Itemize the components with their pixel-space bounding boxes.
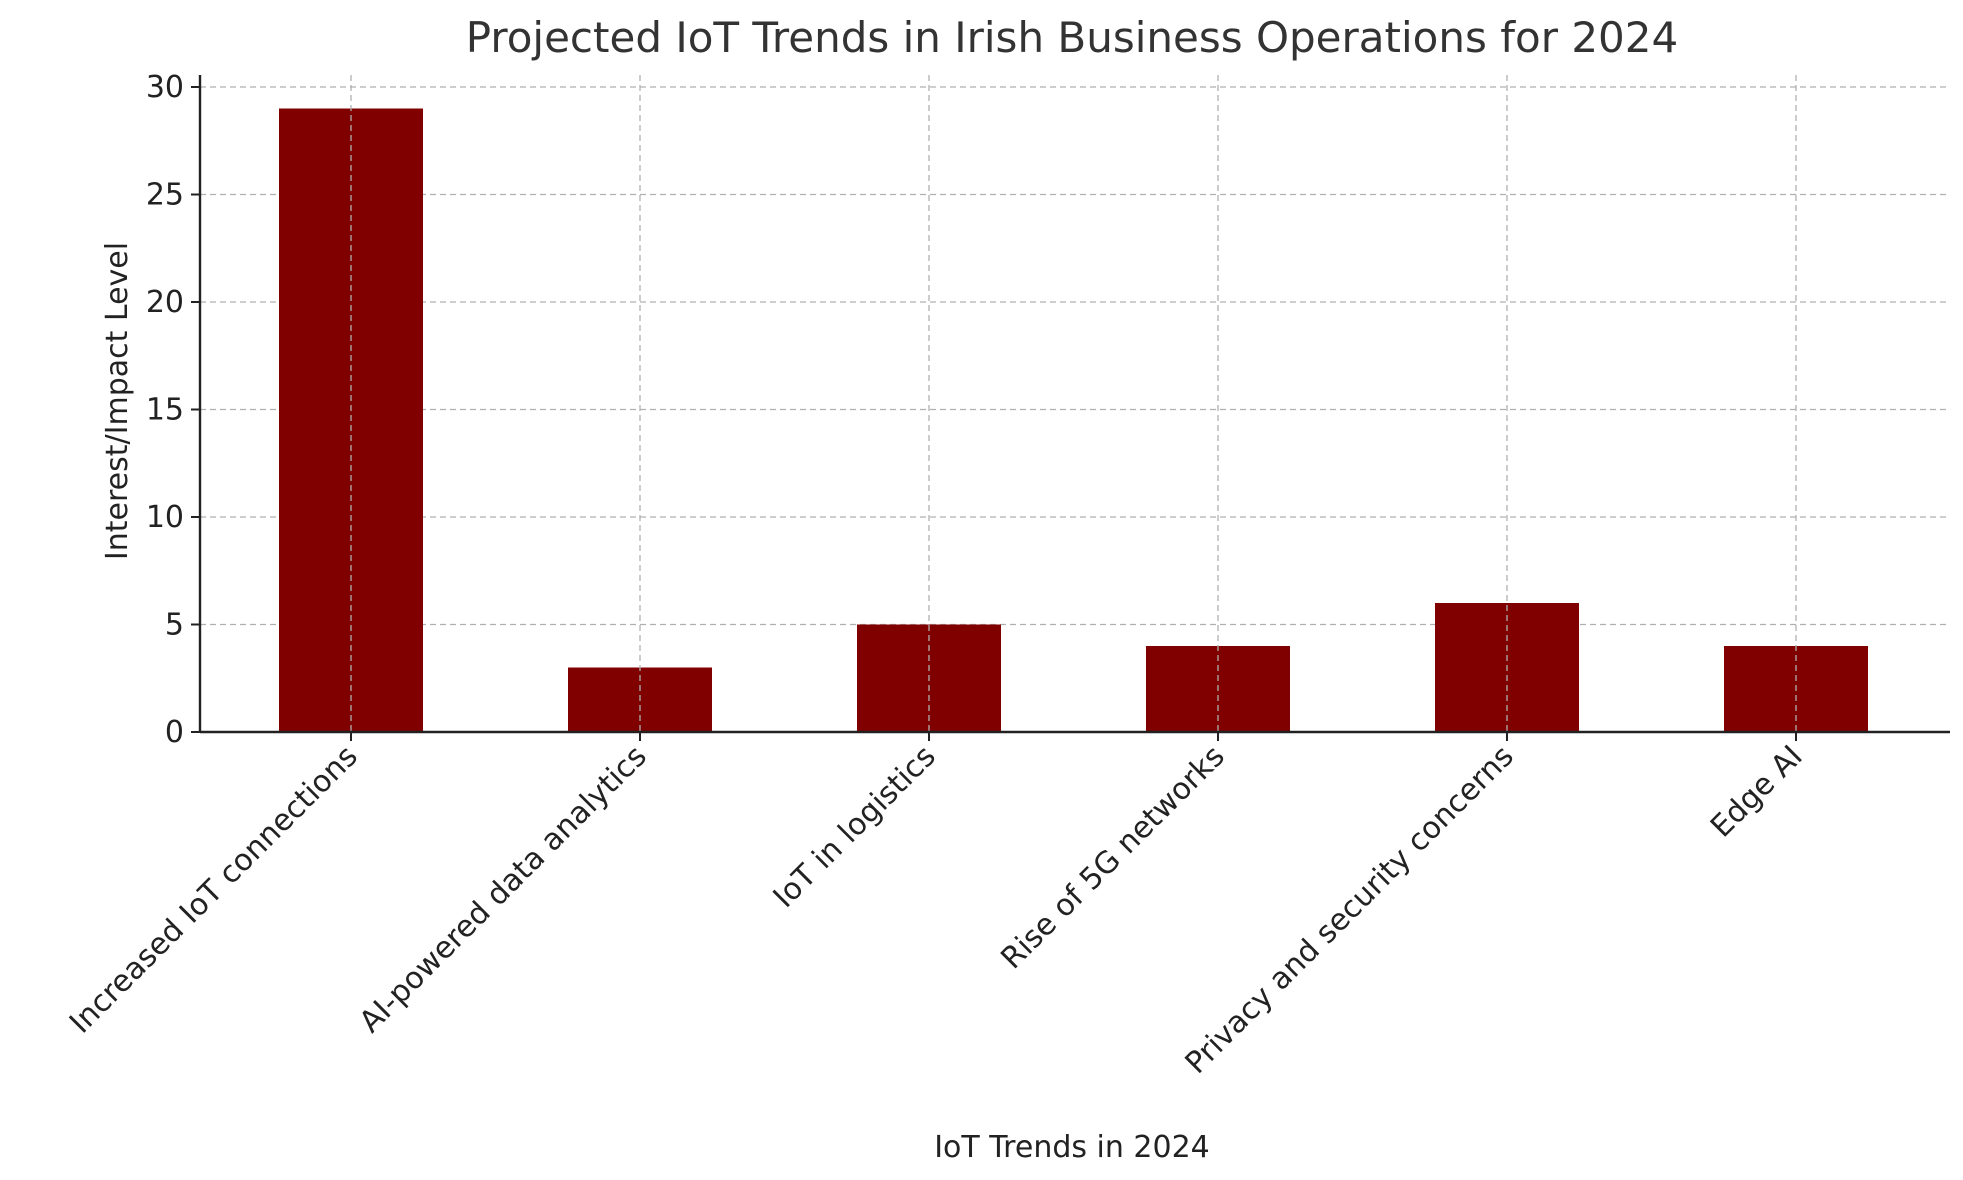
y-tick-label: 10 xyxy=(146,500,184,535)
y-tick-label: 15 xyxy=(146,393,184,428)
vertical-grid-layer xyxy=(350,75,1797,732)
axes-layer xyxy=(198,75,1950,734)
x-tick-label: Privacy and security concerns xyxy=(1179,739,1521,1081)
y-tick-label: 25 xyxy=(146,178,184,213)
y-tick-label: 20 xyxy=(146,285,184,320)
grid-layer xyxy=(200,86,1950,733)
chart-title: Projected IoT Trends in Irish Business O… xyxy=(466,13,1678,62)
bars-layer xyxy=(279,108,1868,732)
y-axis-label: Interest/Impact Level xyxy=(100,242,135,560)
y-tick-label: 0 xyxy=(165,715,184,750)
y-tick-label: 30 xyxy=(146,70,184,105)
x-tick-label: Edge AI xyxy=(1704,739,1810,845)
x-tick-label: Rise of 5G networks xyxy=(994,739,1231,976)
x-axis-label: IoT Trends in 2024 xyxy=(934,1130,1210,1165)
x-tick-label: AI-powered data analytics xyxy=(353,739,654,1040)
y-tick-label: 5 xyxy=(165,608,184,643)
x-tick-label: IoT in logistics xyxy=(767,739,943,915)
x-tick-label: Increased IoT connections xyxy=(63,739,365,1041)
